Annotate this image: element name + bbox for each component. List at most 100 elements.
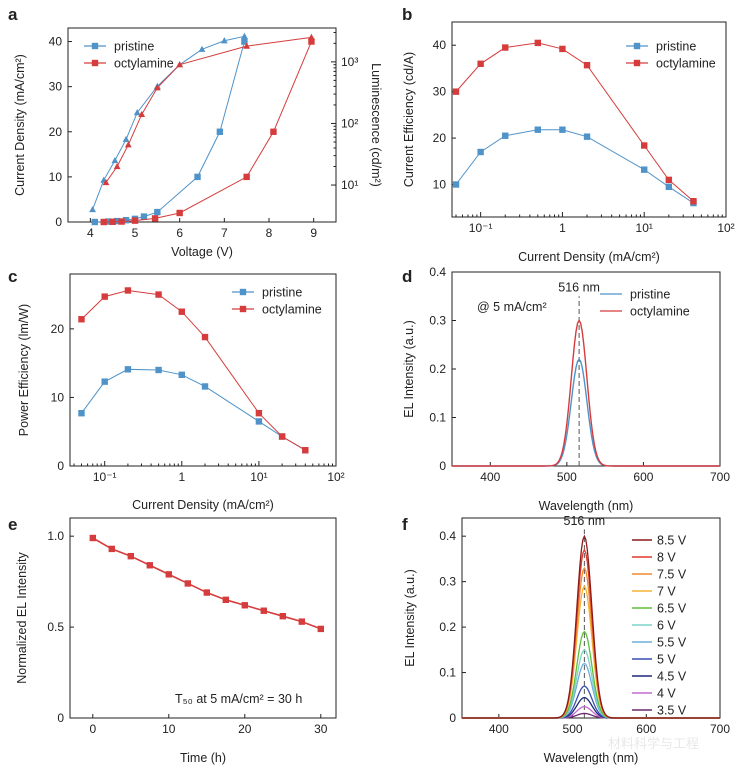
legend-label-octylamine: octylamine [656, 57, 716, 71]
point-octylamine [559, 45, 566, 53]
point-octylamine [100, 218, 107, 226]
point-decay [298, 618, 305, 625]
x-tick-label: 0 [89, 722, 96, 736]
x-tick-label: 8 [266, 226, 273, 240]
point-pristine [241, 38, 248, 45]
legend-label-pristine: pristine [656, 40, 696, 54]
x-tick-label: 700 [710, 722, 730, 736]
x-axis-label: Voltage (V) [171, 245, 233, 259]
y-tick-label: 30 [49, 80, 63, 94]
point-decay [165, 571, 172, 578]
series-8.5V-spectrum [462, 534, 720, 719]
point-octylamine [178, 308, 185, 315]
x-axis-label: Current Density (mA/cm²) [518, 250, 660, 264]
x-tick-label: 10² [717, 221, 734, 235]
point-octylamine-lum [243, 42, 251, 49]
panel-b: b 10⁻¹ 1 10¹ 10² 10 20 30 40 Current Density (mA/… [402, 5, 735, 264]
point-octylamine-lum [308, 33, 315, 40]
point-decay [279, 612, 286, 620]
plot-frame [69, 517, 337, 719]
y-tick-label: 0.4 [439, 529, 456, 543]
plot-frame [69, 273, 337, 467]
legend-marker [633, 42, 641, 50]
point-decay [146, 562, 153, 569]
panel-f: f 400 500 600 700 0 0.1 0.2 0.3 0.4 Wavelength (nm… [402, 514, 730, 765]
point-octylamine [255, 410, 263, 417]
series-octylamine-right-line [105, 36, 312, 183]
point-pristine [477, 148, 484, 156]
point-decay [184, 580, 191, 587]
point-pristine-lum [133, 109, 141, 116]
point-decay [222, 596, 229, 604]
point-octylamine [109, 218, 116, 225]
point-octylamine-lum [102, 178, 110, 186]
y-tick-label: 0.1 [429, 411, 446, 425]
point-decay [317, 625, 324, 633]
point-pristine-lum [241, 32, 248, 39]
x-tick-label: 10⁻¹ [469, 221, 493, 235]
point-pristine [665, 183, 673, 191]
legend-label-5.5V: 5.5 V [657, 636, 687, 650]
peak-annotation: 516 nm [558, 280, 600, 294]
point-octylamine [308, 38, 315, 45]
y-axis-label: Current Efficiency (cd/A) [402, 52, 416, 187]
y-tick-label: 10 [433, 178, 447, 192]
point-decay [127, 552, 134, 560]
legend-label-4.5V: 4.5 V [657, 670, 687, 684]
legend-label-pristine: pristine [262, 286, 302, 300]
point-pristine-lum [198, 45, 206, 52]
y-tick-label: 40 [49, 35, 63, 49]
legend-marker [239, 288, 247, 296]
point-octylamine [270, 128, 277, 135]
point-octylamine [502, 44, 509, 51]
plot-frame [451, 21, 727, 218]
y-tick-label: 0 [55, 215, 62, 229]
legend-marker [633, 59, 641, 67]
panel-letter-b: b [402, 5, 412, 24]
point-octylamine [243, 173, 250, 181]
y-tick-label: 0 [57, 711, 64, 725]
panel-letter-d: d [402, 267, 412, 286]
x-tick-label: 9 [310, 226, 317, 240]
y-axis-label: EL Intensity (a.u.) [402, 320, 416, 418]
point-pristine [91, 218, 98, 226]
x-tick-label: 10¹ [250, 470, 267, 484]
legend-label-pristine: pristine [114, 40, 154, 54]
y-tick-label: 0 [449, 711, 456, 725]
panel-e: e 0 10 20 30 0 0.5 1.0 Time (h) Normalized EL Int… [8, 515, 337, 765]
point-pristine-lum [220, 37, 228, 44]
y-tick-label: 30 [433, 85, 447, 99]
point-pristine [641, 166, 648, 173]
panel-c: c 10⁻¹ 1 10¹ 10² 0 10 20 Current Density (mA/cm²… [8, 267, 345, 512]
t50-annotation: T₅₀ at 5 mA/cm² = 30 h [175, 692, 302, 706]
x-tick-label: 1 [559, 221, 566, 235]
legend-label-8V: 8 V [657, 551, 676, 565]
panel-letter-c: c [8, 267, 17, 286]
point-octylamine-lum [153, 84, 161, 91]
x-tick-label: 1 [178, 470, 185, 484]
y-tick-label: 0 [439, 459, 446, 473]
point-pristine [101, 378, 108, 385]
legend-label-5V: 5 V [657, 653, 676, 667]
y2-tick-label: 10¹ [341, 178, 358, 192]
y-tick-label: 0.4 [429, 265, 446, 279]
legend-label-octylamine: octylamine [262, 303, 322, 317]
point-octylamine [452, 88, 460, 95]
x-tick-label: 500 [557, 470, 577, 484]
y-tick-label: 40 [433, 38, 447, 52]
x-tick-label: 20 [238, 722, 252, 736]
x-axis-label: Current Density (mA/cm²) [132, 498, 274, 512]
x-tick-label: 700 [710, 470, 730, 484]
point-pristine [113, 217, 121, 225]
x-axis-label: Time (h) [180, 751, 226, 765]
legend-label-4V: 4 V [657, 687, 676, 701]
x-tick-label: 10² [327, 470, 344, 484]
point-pristine [194, 173, 201, 181]
point-octylamine-lum [176, 61, 184, 68]
y-tick-label: 0.2 [429, 362, 446, 376]
y-tick-label: 0.2 [439, 620, 456, 634]
point-octylamine [151, 215, 159, 222]
y-tick-label: 0.3 [439, 575, 456, 589]
panel-letter-a: a [8, 5, 18, 24]
y2-tick-label: 10² [341, 116, 358, 130]
